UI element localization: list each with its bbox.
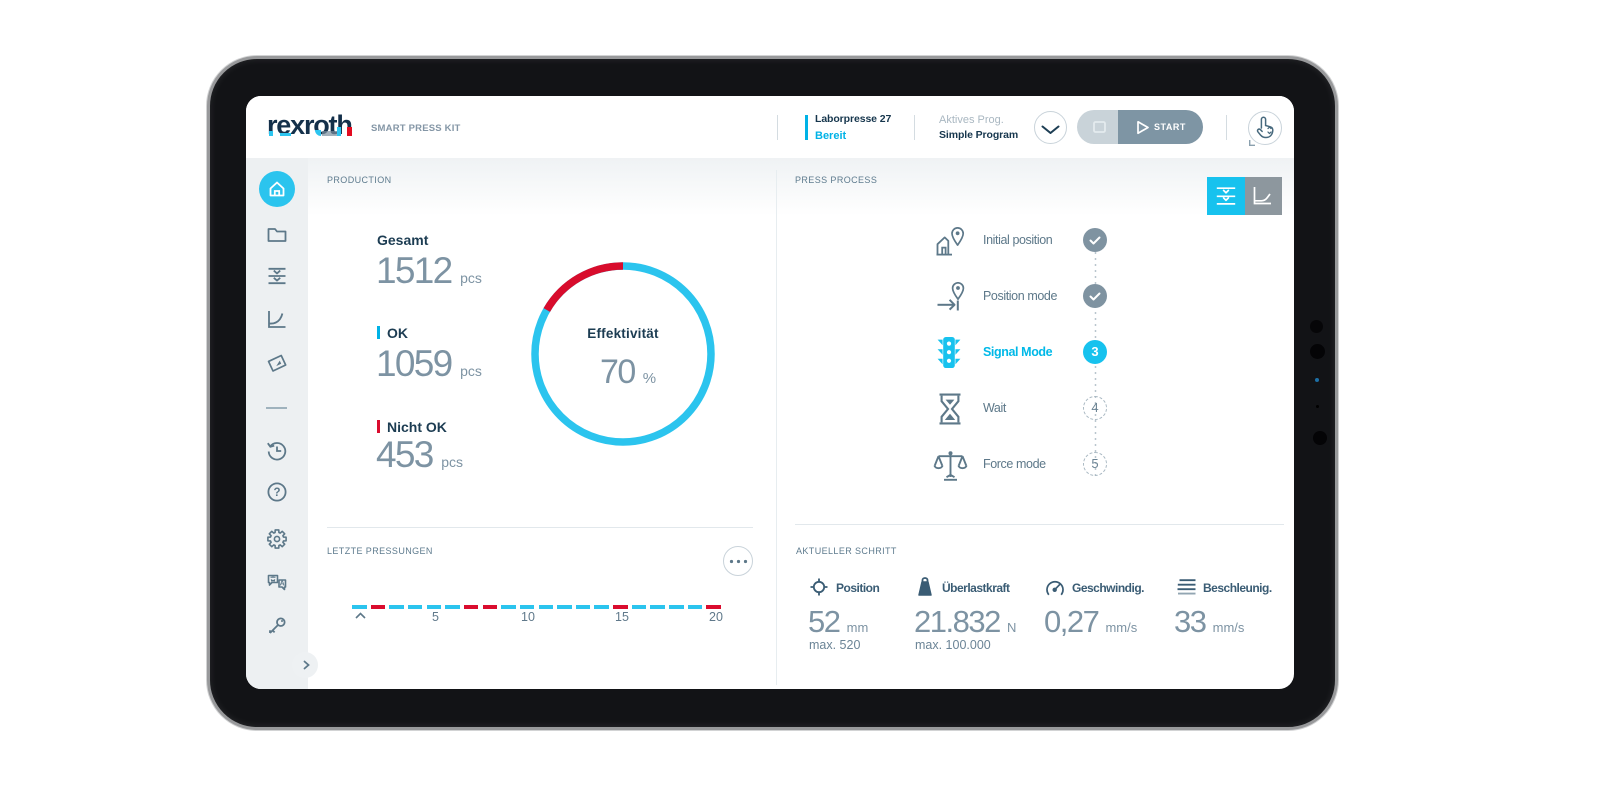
svg-text:A: A: [280, 581, 285, 588]
svg-text:?: ?: [273, 487, 280, 499]
